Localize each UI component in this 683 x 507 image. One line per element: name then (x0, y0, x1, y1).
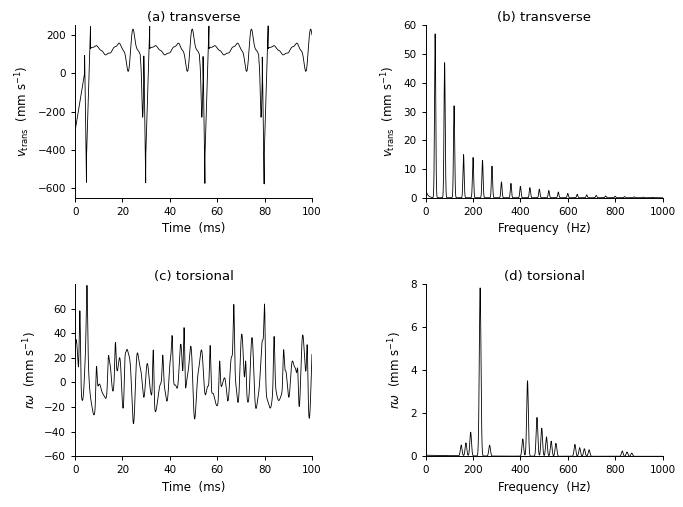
Title: (c) torsional: (c) torsional (154, 270, 234, 283)
Y-axis label: $r\omega$  (mm s$^{-1}$): $r\omega$ (mm s$^{-1}$) (21, 331, 39, 409)
X-axis label: Frequency  (Hz): Frequency (Hz) (498, 481, 590, 494)
X-axis label: Frequency  (Hz): Frequency (Hz) (498, 222, 590, 235)
Y-axis label: $v_\mathrm{trans}$  (mm s$^{-1}$): $v_\mathrm{trans}$ (mm s$^{-1}$) (14, 66, 32, 157)
Title: (b) transverse: (b) transverse (497, 11, 591, 24)
X-axis label: Time  (ms): Time (ms) (162, 481, 225, 494)
Y-axis label: $r\omega$  (mm s$^{-1}$): $r\omega$ (mm s$^{-1}$) (387, 331, 404, 409)
Title: (d) torsional: (d) torsional (503, 270, 585, 283)
Title: (a) transverse: (a) transverse (147, 11, 240, 24)
Y-axis label: $v_\mathrm{trans}$  (mm s$^{-1}$): $v_\mathrm{trans}$ (mm s$^{-1}$) (379, 66, 398, 157)
X-axis label: Time  (ms): Time (ms) (162, 222, 225, 235)
